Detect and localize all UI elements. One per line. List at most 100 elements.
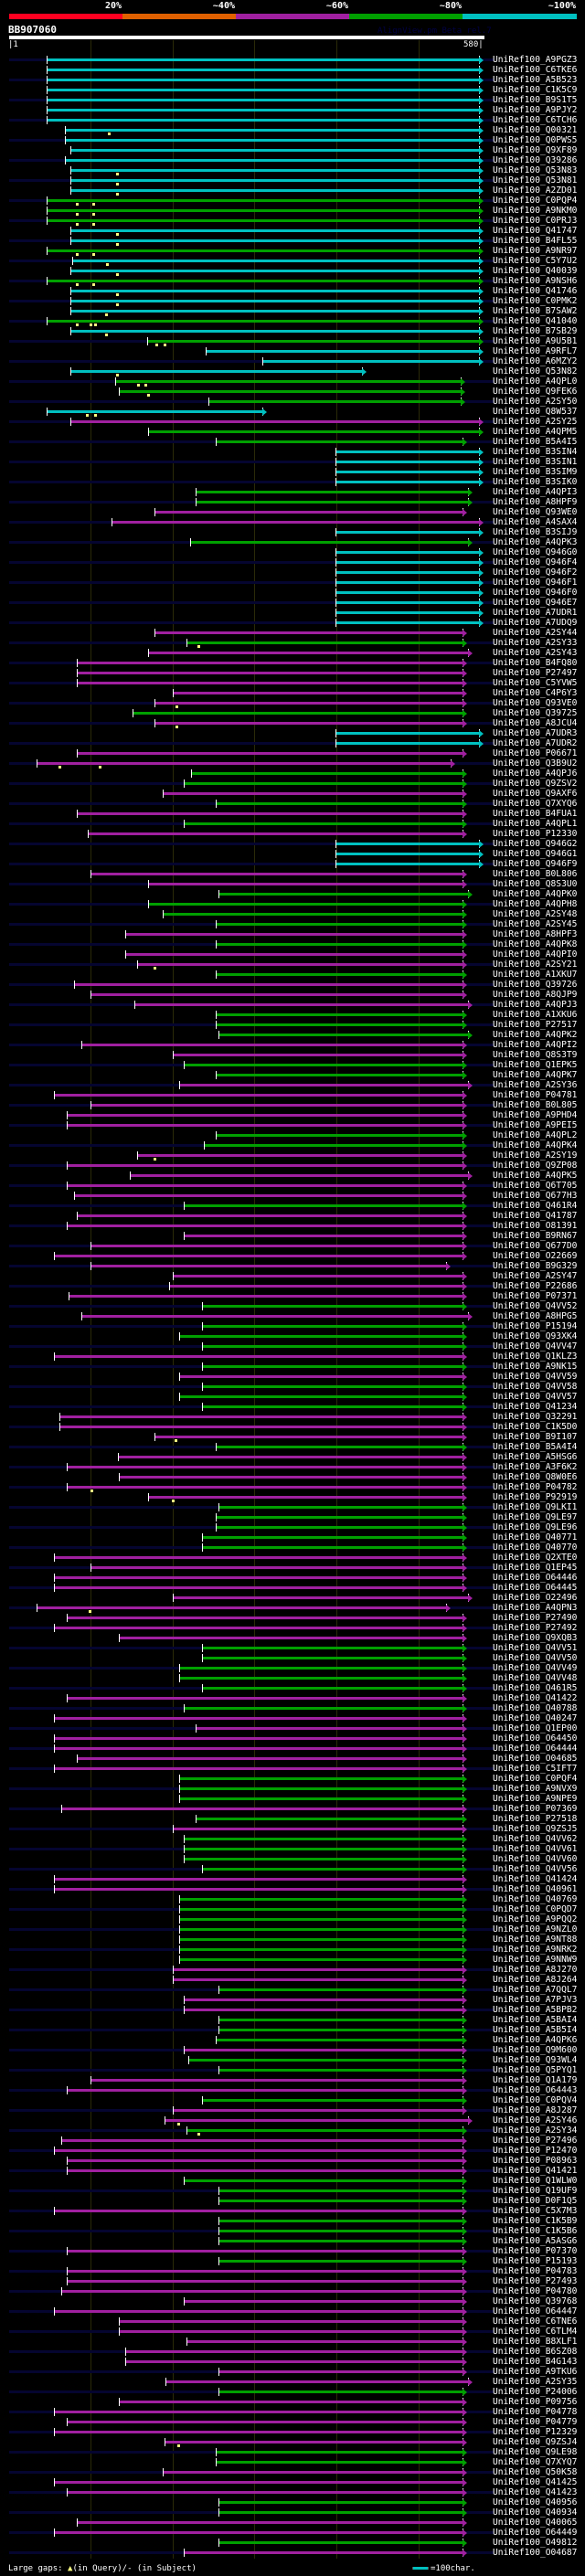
hit-label[interactable]: UniRef100_A8J270	[493, 1965, 578, 1975]
hit-label[interactable]: UniRef100_A2ZD01	[493, 186, 578, 196]
hit-label[interactable]: UniRef100_Q4VV57	[493, 1392, 578, 1402]
hit-label[interactable]: UniRef100_B8XLF1	[493, 2337, 578, 2347]
hit-label[interactable]: UniRef100_O64449	[493, 2528, 578, 2538]
hit-label[interactable]: UniRef100_Q41746	[493, 286, 578, 296]
hit-label[interactable]: UniRef100_P07369	[493, 1804, 578, 1814]
hit-label[interactable]: UniRef100_A5B5I4	[493, 2025, 578, 2035]
hit-label[interactable]: UniRef100_A2SY35	[493, 2377, 578, 2387]
hit-label[interactable]: UniRef100_P09756	[493, 2397, 578, 2407]
hit-label[interactable]: UniRef100_A4QPN3	[493, 1603, 578, 1613]
hit-label[interactable]: UniRef100_P12329	[493, 2427, 578, 2437]
hit-label[interactable]: UniRef100_A8HPF3	[493, 929, 578, 939]
hit-label[interactable]: UniRef100_P12470	[493, 2146, 578, 2156]
hit-label[interactable]: UniRef100_Q40771	[493, 1532, 578, 1542]
hit-label[interactable]: UniRef100_Q53N82	[493, 366, 578, 376]
hit-label[interactable]: UniRef100_B7SB29	[493, 326, 578, 336]
hit-label[interactable]: UniRef100_A2SY25	[493, 417, 578, 427]
hit-label[interactable]: UniRef100_A2SY19	[493, 1150, 578, 1161]
hit-label[interactable]: UniRef100_P06671	[493, 748, 578, 758]
hit-label[interactable]: UniRef100_Q41787	[493, 1211, 578, 1221]
hit-label[interactable]: UniRef100_Q4VV59	[493, 1372, 578, 1382]
hit-label[interactable]: UniRef100_C5IFT7	[493, 1764, 578, 1774]
hit-label[interactable]: UniRef100_Q4VV49	[493, 1663, 578, 1673]
hit-label[interactable]: UniRef100_A7UDR3	[493, 728, 578, 738]
hit-label[interactable]: UniRef100_A2SY45	[493, 919, 578, 929]
hit-label[interactable]: UniRef100_Q41422	[493, 1693, 578, 1703]
hit-label[interactable]: UniRef100_A9NZL0	[493, 1924, 578, 1935]
hit-label[interactable]: UniRef100_C0PQV4	[493, 2095, 578, 2105]
hit-label[interactable]: UniRef100_A4QPK4	[493, 1140, 578, 1150]
hit-label[interactable]: UniRef100_Q40769	[493, 1894, 578, 1904]
hit-label[interactable]: UniRef100_P27496	[493, 2136, 578, 2146]
hit-label[interactable]: UniRef100_P27518	[493, 1814, 578, 1824]
hit-label[interactable]: UniRef100_A5BPB2	[493, 2005, 578, 2015]
hit-label[interactable]: UniRef100_A2SY34	[493, 2125, 578, 2136]
hit-label[interactable]: UniRef100_Q4VV52	[493, 1301, 578, 1311]
hit-label[interactable]: UniRef100_C0PQF4	[493, 1774, 578, 1784]
hit-label[interactable]: UniRef100_Q946F0	[493, 588, 578, 598]
hit-label[interactable]: UniRef100_A7PJV3	[493, 1995, 578, 2005]
hit-label[interactable]: UniRef100_B4G143	[493, 2357, 578, 2367]
hit-label[interactable]: UniRef100_Q93WE0	[493, 507, 578, 517]
hit-label[interactable]: UniRef100_Q5PYQ1	[493, 2065, 578, 2075]
hit-label[interactable]: UniRef100_Q461R4	[493, 1201, 578, 1211]
hit-label[interactable]: UniRef100_Q53N83	[493, 165, 578, 175]
hit-label[interactable]: UniRef100_O22496	[493, 1593, 578, 1603]
hit-label[interactable]: UniRef100_Q4VV61	[493, 1844, 578, 1854]
hit-label[interactable]: UniRef100_Q946G2	[493, 839, 578, 849]
hit-label[interactable]: UniRef100_P04781	[493, 1090, 578, 1100]
hit-label[interactable]: UniRef100_B0L806	[493, 869, 578, 879]
hit-label[interactable]: UniRef100_A2SY43	[493, 648, 578, 658]
hit-label[interactable]: UniRef100_Q40039	[493, 266, 578, 276]
hit-label[interactable]: UniRef100_A4QPJ3	[493, 1000, 578, 1010]
hit-label[interactable]: UniRef100_Q19UF9	[493, 2186, 578, 2196]
hit-label[interactable]: UniRef100_Q9LE96	[493, 1522, 578, 1532]
hit-label[interactable]: UniRef100_A4QPK6	[493, 2035, 578, 2045]
hit-label[interactable]: UniRef100_Q1EPK5	[493, 1060, 578, 1070]
hit-label[interactable]: UniRef100_A9NSH6	[493, 276, 578, 286]
hit-label[interactable]: UniRef100_P12330	[493, 829, 578, 839]
hit-label[interactable]: UniRef100_A7QQL7	[493, 1985, 578, 1995]
hit-label[interactable]: UniRef100_Q946G0	[493, 547, 578, 557]
hit-label[interactable]: UniRef100_Q677H3	[493, 1191, 578, 1201]
hit-label[interactable]: UniRef100_Q41040	[493, 316, 578, 326]
hit-label[interactable]: UniRef100_P22686	[493, 1281, 578, 1291]
hit-label[interactable]: UniRef100_Q1KLZ3	[493, 1352, 578, 1362]
hit-label[interactable]: UniRef100_P15194	[493, 1321, 578, 1331]
hit-label[interactable]: UniRef100_B5A4I4	[493, 1442, 578, 1452]
hit-label[interactable]: UniRef100_Q4VV50	[493, 1653, 578, 1663]
hit-label[interactable]: UniRef100_A9NNW9	[493, 1955, 578, 1965]
hit-label[interactable]: UniRef100_A2SY33	[493, 638, 578, 648]
hit-label[interactable]: UniRef100_A2SY46	[493, 2115, 578, 2125]
hit-label[interactable]: UniRef100_Q9LE98	[493, 2447, 578, 2457]
hit-label[interactable]: UniRef100_C0PMK2	[493, 296, 578, 306]
hit-label[interactable]: UniRef100_A9NK15	[493, 1362, 578, 1372]
hit-label[interactable]: UniRef100_C1K5B9	[493, 2216, 578, 2226]
hit-label[interactable]: UniRef100_C0PQP4	[493, 196, 578, 206]
hit-label[interactable]: UniRef100_Q9ZSJ4	[493, 2437, 578, 2447]
hit-label[interactable]: UniRef100_Q40770	[493, 1542, 578, 1553]
hit-label[interactable]: UniRef100_O64446	[493, 1573, 578, 1583]
hit-label[interactable]: UniRef100_A4QPK8	[493, 939, 578, 949]
hit-label[interactable]: UniRef100_B9RN67	[493, 1231, 578, 1241]
hit-label[interactable]: UniRef100_Q7XYQ7	[493, 2457, 578, 2467]
hit-label[interactable]: UniRef100_C5X7M3	[493, 2206, 578, 2216]
hit-label[interactable]: UniRef100_Q9AXF6	[493, 789, 578, 799]
hit-label[interactable]: UniRef100_P04779	[493, 2417, 578, 2427]
hit-label[interactable]: UniRef100_Q946F4	[493, 557, 578, 567]
hit-label[interactable]: UniRef100_A7UDR2	[493, 738, 578, 748]
hit-label[interactable]: UniRef100_Q8W0E6	[493, 1472, 578, 1482]
hit-label[interactable]: UniRef100_O81391	[493, 1221, 578, 1231]
hit-label[interactable]: UniRef100_Q7XYQ6	[493, 799, 578, 809]
hit-label[interactable]: UniRef100_C5Y7U2	[493, 256, 578, 266]
hit-label[interactable]: UniRef100_A2SY36	[493, 1080, 578, 1090]
hit-label[interactable]: UniRef100_C6TCH6	[493, 115, 578, 125]
hit-label[interactable]: UniRef100_A8J264	[493, 1975, 578, 1985]
hit-label[interactable]: UniRef100_Q32291	[493, 1412, 578, 1422]
hit-label[interactable]: UniRef100_Q9LE97	[493, 1512, 578, 1522]
hit-label[interactable]: UniRef100_Q39286	[493, 155, 578, 165]
hit-label[interactable]: UniRef100_O64444	[493, 1744, 578, 1754]
hit-label[interactable]: UniRef100_A1XKU7	[493, 970, 578, 980]
hit-label[interactable]: UniRef100_Q40247	[493, 1713, 578, 1723]
hit-label[interactable]: UniRef100_O04685	[493, 1754, 578, 1764]
